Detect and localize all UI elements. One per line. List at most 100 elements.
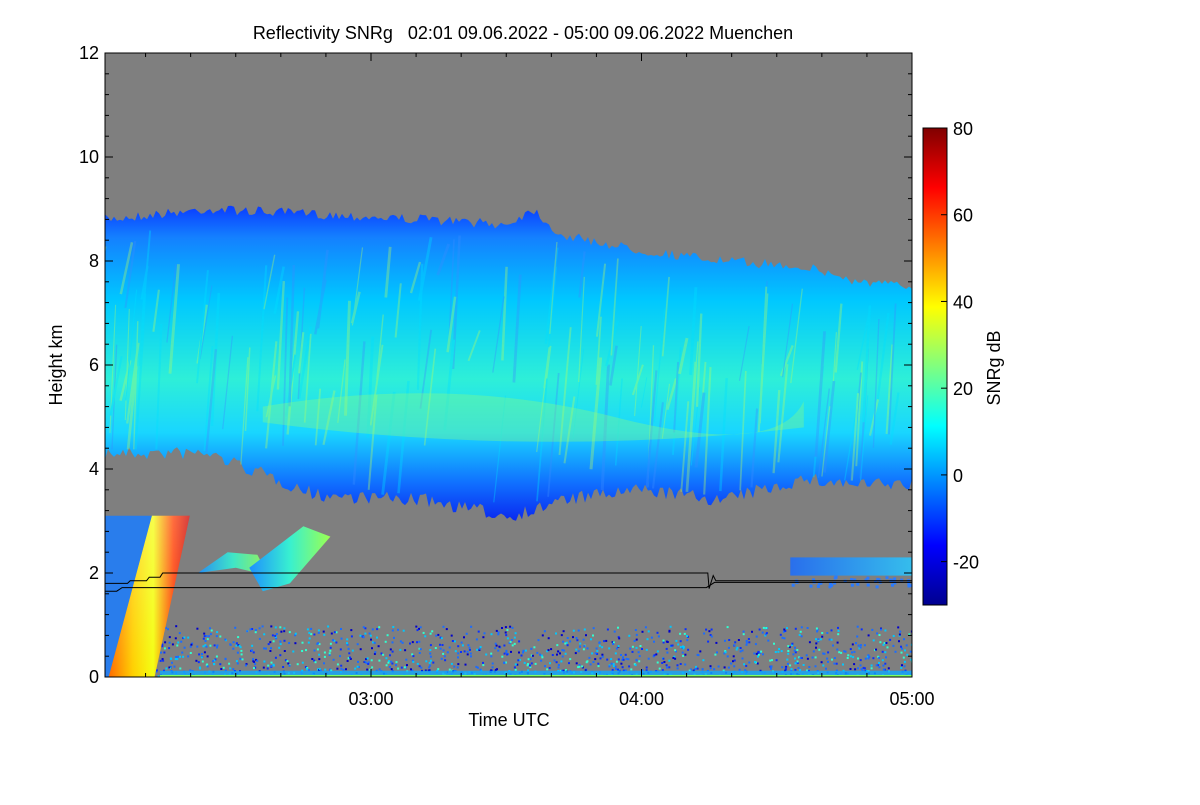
noise-speck — [155, 669, 158, 672]
noise-speck — [530, 647, 533, 650]
noise-speck — [794, 627, 797, 630]
noise-speck — [611, 641, 614, 644]
noise-speck — [577, 629, 580, 632]
noise-speck — [562, 649, 565, 652]
noise-speck — [821, 635, 824, 638]
noise-speck — [514, 632, 517, 635]
noise-speck — [251, 628, 254, 630]
noise-speck — [213, 644, 216, 647]
noise-speck — [557, 650, 560, 653]
noise-speck — [415, 625, 418, 628]
noise-speck — [588, 656, 591, 659]
noise-speck — [847, 654, 850, 657]
noise-speck — [327, 625, 330, 628]
noise-speck — [781, 666, 784, 669]
band-speck — [833, 576, 837, 580]
noise-speck — [579, 645, 581, 648]
noise-speck — [397, 667, 400, 670]
noise-speck — [301, 669, 304, 672]
cloud-streak — [757, 293, 769, 433]
surface-layer — [159, 670, 912, 677]
noise-speck — [340, 667, 343, 670]
noise-speck — [898, 634, 901, 637]
noise-speck — [872, 657, 875, 660]
noise-speck — [835, 662, 838, 665]
noise-speck — [724, 639, 726, 642]
noise-speck — [506, 637, 509, 640]
noise-speck — [837, 626, 839, 629]
noise-speck — [168, 641, 171, 644]
noise-speck — [814, 656, 817, 659]
noise-speck — [448, 646, 451, 649]
noise-speck — [266, 667, 269, 670]
noise-speck — [301, 661, 304, 664]
noise-speck — [435, 634, 438, 637]
noise-speck — [235, 642, 238, 645]
noise-speck — [747, 638, 750, 640]
noise-speck — [754, 661, 756, 663]
noise-speck — [559, 652, 561, 655]
noise-speck — [476, 648, 479, 651]
noise-speck — [224, 669, 227, 672]
noise-speck — [876, 664, 879, 667]
noise-speck — [168, 666, 171, 669]
cloud-streak — [610, 258, 619, 356]
noise-speck — [370, 659, 373, 662]
noise-speck — [336, 663, 339, 666]
noise-speck — [728, 646, 730, 649]
cloud-streak — [609, 345, 618, 386]
noise-speck — [828, 638, 831, 641]
noise-speck — [645, 669, 648, 672]
noise-speck — [504, 661, 507, 664]
noise-speck — [252, 651, 255, 654]
noise-speck — [251, 649, 253, 652]
cloud-streak — [536, 378, 548, 502]
noise-speck — [665, 664, 668, 667]
noise-speck — [442, 652, 445, 655]
noise-speck — [682, 647, 685, 650]
noise-speck — [206, 665, 209, 668]
noise-speck — [674, 650, 677, 653]
noise-speck — [258, 627, 261, 630]
cloud-streak — [436, 243, 451, 276]
noise-speck — [373, 641, 376, 644]
noise-speck — [717, 665, 720, 668]
y-tick-label: 12 — [79, 43, 99, 63]
noise-speck — [857, 667, 859, 670]
noise-speck — [864, 657, 867, 660]
noise-speck — [463, 636, 465, 639]
colorbar-tick-label: 20 — [953, 379, 973, 399]
noise-speck — [871, 628, 874, 631]
noise-speck — [822, 652, 825, 655]
noise-speck — [603, 640, 606, 643]
noise-speck — [304, 666, 307, 669]
band-speck — [875, 585, 879, 589]
noise-speck — [621, 666, 624, 669]
noise-speck — [511, 626, 514, 629]
noise-speck — [212, 660, 214, 663]
noise-speck — [155, 670, 158, 673]
cloud-streak — [772, 390, 781, 474]
cloud-streak — [761, 280, 768, 365]
noise-speck — [350, 635, 353, 638]
noise-speck — [630, 668, 633, 671]
noise-speck — [787, 662, 789, 665]
noise-speck — [428, 666, 431, 669]
noise-speck — [365, 658, 368, 661]
noise-speck — [213, 659, 216, 662]
cloud-streak — [205, 349, 218, 453]
noise-speck — [608, 665, 611, 668]
noise-speck — [386, 634, 389, 637]
noise-speck — [695, 665, 697, 668]
noise-speck — [820, 661, 823, 664]
noise-speck — [237, 636, 240, 639]
noise-speck — [418, 665, 421, 668]
noise-speck — [827, 660, 829, 663]
noise-speck — [736, 646, 739, 649]
noise-speck — [346, 642, 348, 645]
cloud-streak — [276, 281, 285, 390]
noise-speck — [429, 652, 432, 655]
noise-speck — [627, 658, 630, 661]
noise-speck — [661, 662, 664, 664]
noise-speck — [628, 665, 631, 668]
